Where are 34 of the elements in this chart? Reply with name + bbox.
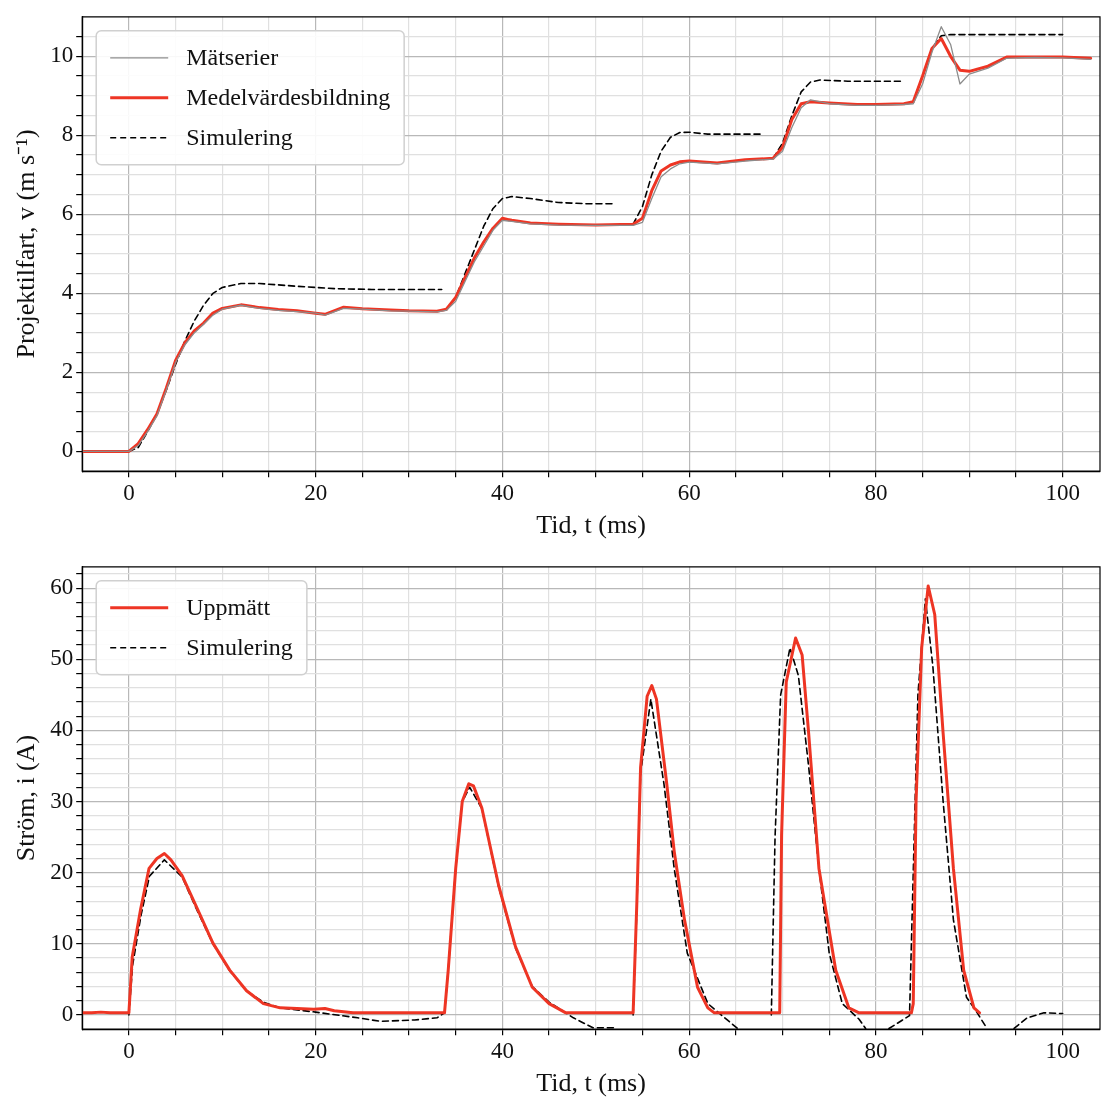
- y-axis-title: Ström, i (A): [11, 734, 41, 862]
- y-tick-label: 10: [50, 929, 74, 955]
- y-tick-label: 2: [61, 358, 74, 384]
- x-tick-label: 0: [123, 480, 135, 506]
- x-tick-label: 0: [123, 1038, 135, 1064]
- y-axis-title: Projektilfart, v (m s⁻¹): [11, 129, 41, 359]
- y-tick-label: 0: [61, 437, 74, 463]
- x-tick-label: 80: [864, 480, 888, 506]
- y-tick-label: 10: [50, 42, 74, 68]
- legend-label: Medelvärdesbildning: [186, 84, 391, 111]
- x-tick-label: 100: [1045, 1038, 1080, 1064]
- y-tick-label: 6: [61, 200, 74, 226]
- legend-label: Simulering: [186, 634, 293, 661]
- y-tick-label: 40: [50, 716, 74, 742]
- y-tick-label: 50: [50, 645, 74, 671]
- legend-label: Uppmätt: [186, 594, 271, 621]
- x-axis-title: Tid, t (ms): [536, 510, 646, 540]
- x-tick-label: 20: [304, 1038, 328, 1064]
- legend-label: Simulering: [186, 124, 293, 151]
- x-tick-label: 80: [864, 1038, 888, 1064]
- x-tick-label: 40: [490, 480, 514, 506]
- y-tick-label: 60: [50, 574, 74, 600]
- y-tick-label: 20: [50, 858, 74, 884]
- y-tick-label: 30: [50, 787, 74, 813]
- x-tick-label: 100: [1045, 480, 1080, 506]
- x-tick-label: 60: [677, 1038, 701, 1064]
- y-tick-label: 4: [61, 279, 74, 305]
- y-tick-label: 8: [61, 121, 74, 147]
- x-axis-title: Tid, t (ms): [536, 1068, 646, 1098]
- x-tick-label: 40: [490, 1038, 514, 1064]
- x-tick-label: 20: [304, 480, 328, 506]
- x-tick-label: 60: [677, 480, 701, 506]
- legend-label: Mätserier: [186, 44, 279, 71]
- y-tick-label: 0: [61, 1001, 74, 1027]
